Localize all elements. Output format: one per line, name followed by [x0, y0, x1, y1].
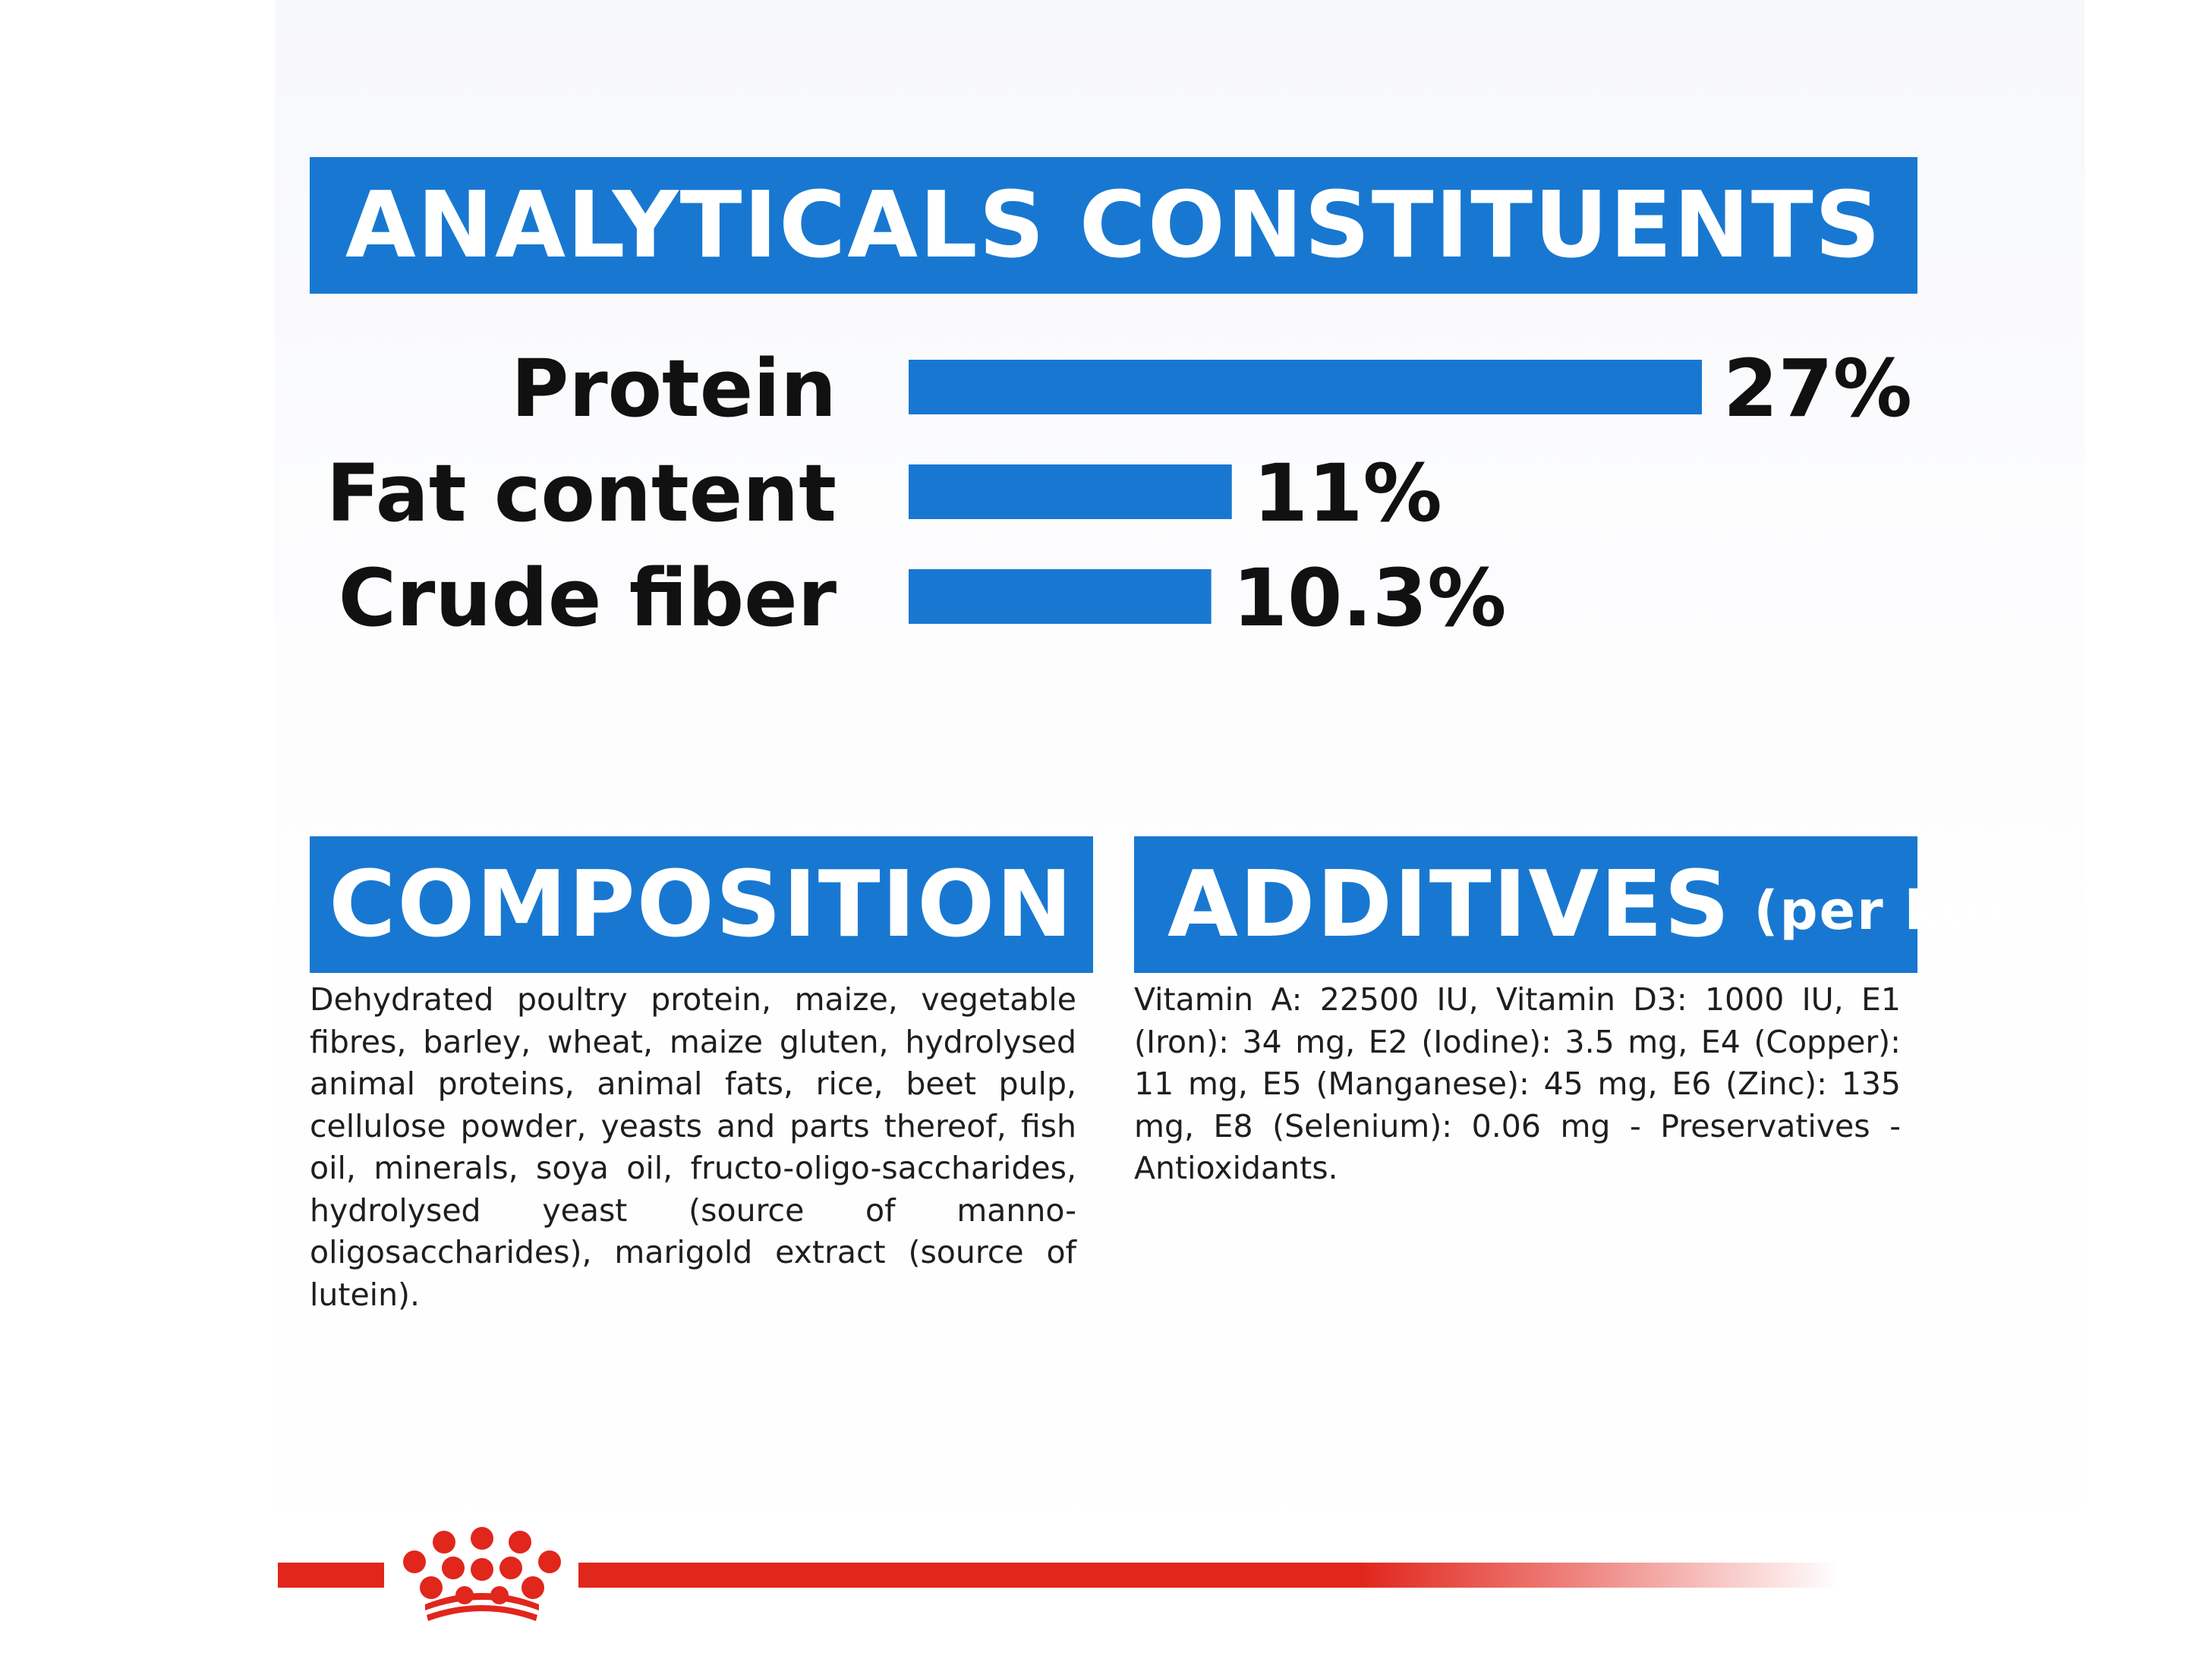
composition-title: COMPOSITION: [329, 852, 1074, 958]
bar-label-fat-content: Fat content: [326, 447, 837, 540]
composition-text: Dehydrated poultry protein, maize, veget…: [310, 981, 1076, 1313]
additives-banner: ADDITIVES (per kg): [1134, 836, 2006, 973]
bar-protein: [909, 360, 1702, 414]
bar-label-crude-fiber: Crude fiber: [339, 552, 837, 644]
additives-text: Vitamin A: 22500 IU, Vitamin D3: 1000 IU…: [1134, 981, 1901, 1186]
bar-value-crude-fiber: 10.3%: [1233, 552, 1507, 644]
bar-value-fat-content: 11%: [1253, 447, 1442, 540]
analytical-title: ANALYTICALS CONSTITUENTS: [345, 172, 1883, 279]
brand-line-left: [278, 1563, 384, 1588]
additives-title: ADDITIVES: [1167, 852, 1731, 958]
bar-fat-content: [909, 464, 1232, 519]
bar-value-protein: 27%: [1723, 342, 1912, 435]
bar-label-protein: Protein: [511, 342, 837, 435]
royal-canin-crown-icon: [403, 1527, 561, 1621]
additives-unit: (per kg): [1754, 880, 2007, 942]
analytical-constituents-banner: ANALYTICALS CONSTITUENTS: [310, 157, 1917, 294]
composition-banner: COMPOSITION: [310, 836, 1093, 973]
brand-line-right: [578, 1563, 1839, 1588]
bar-crude-fiber: [909, 569, 1212, 624]
constituents-bar-chart: Protein 27% Fat content 11% Crude fiber 10.3%: [326, 342, 1912, 644]
